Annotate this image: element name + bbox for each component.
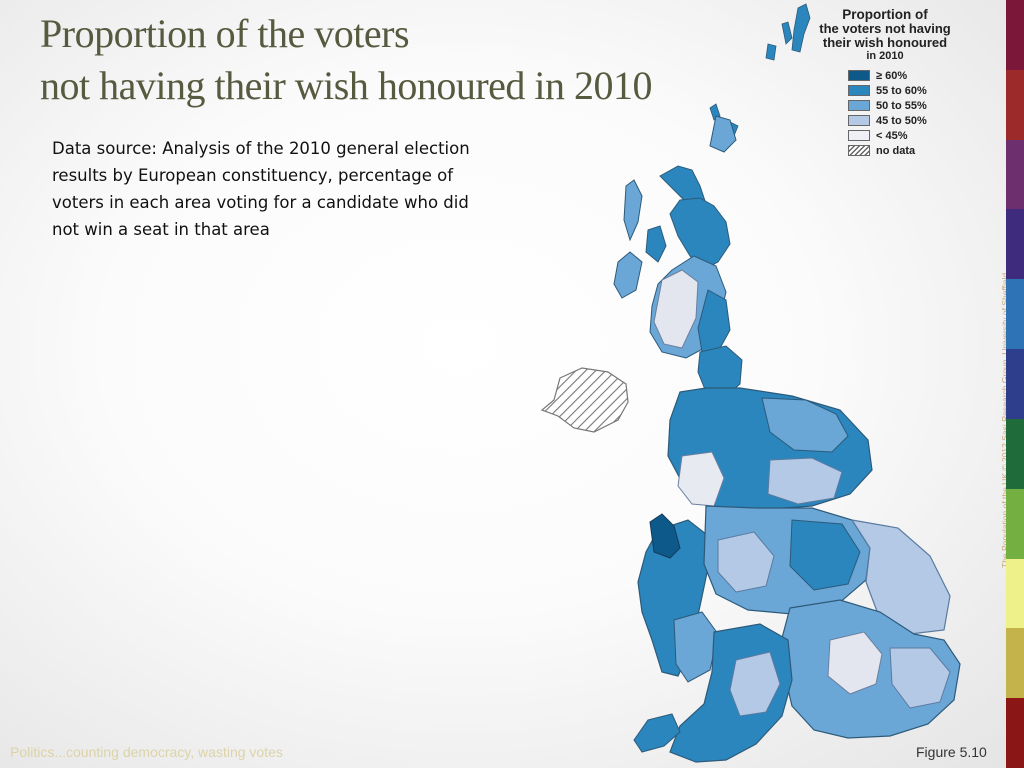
color-stripe <box>1006 0 1024 70</box>
legend-swatch <box>848 130 870 141</box>
legend-swatch <box>848 115 870 126</box>
legend-title-line-4: in 2010 <box>866 50 904 62</box>
legend-item: 45 to 50% <box>848 113 927 128</box>
west-midlands-light <box>717 531 775 593</box>
scotland-north <box>613 115 737 299</box>
legend-title-line-2: the voters not having <box>819 21 951 36</box>
slide-title: Proportion of the voters not having thei… <box>40 8 653 112</box>
legend-item: < 45% <box>848 128 927 143</box>
legend-swatch <box>848 100 870 111</box>
cornwall <box>633 713 681 753</box>
figure-number: Figure 5.10 <box>916 744 987 760</box>
legend-swatch <box>848 145 870 156</box>
uk-cartogram-map <box>540 3 961 763</box>
legend-item: ≥ 60% <box>848 68 927 83</box>
wales-south <box>673 611 719 683</box>
legend-label: 45 to 50% <box>876 114 927 127</box>
legend-swatch <box>848 70 870 81</box>
color-stripe <box>1006 488 1024 559</box>
color-stripe <box>1006 558 1024 629</box>
slide-title-line-1: Proportion of the voters <box>40 11 410 56</box>
color-stripe <box>1006 279 1024 350</box>
london-light <box>827 631 883 695</box>
color-stripe <box>1006 418 1024 489</box>
legend-swatch <box>848 85 870 96</box>
kent-light <box>889 647 951 709</box>
legend-label: 55 to 60% <box>876 84 927 97</box>
color-stripe <box>1006 698 1024 768</box>
legend-title-line-3: their wish honoured <box>822 35 948 50</box>
north-wales-dark <box>649 513 681 559</box>
legend-label: < 45% <box>876 129 908 142</box>
scotland-edinburgh <box>653 269 699 349</box>
yorkshire <box>767 457 843 505</box>
legend-item: no data <box>848 143 927 158</box>
east-midlands <box>789 519 861 591</box>
color-stripe <box>1006 628 1024 699</box>
color-stripe <box>1006 349 1024 419</box>
northern-islands <box>709 3 811 137</box>
legend-label: ≥ 60% <box>876 69 908 82</box>
map-legend: Proportion of the voters not having thei… <box>800 2 980 162</box>
slide-title-line-2: not having their wish honoured in 2010 <box>40 63 653 108</box>
color-band-stripes <box>1006 0 1024 768</box>
legend-items: ≥ 60% 55 to 60% 50 to 55% 45 to 50% < 45… <box>848 68 927 158</box>
legend-title: Proportion of the voters not having thei… <box>800 7 970 62</box>
east-england <box>850 519 951 635</box>
legend-item: 50 to 55% <box>848 98 927 113</box>
legend-label: 50 to 55% <box>876 99 927 112</box>
legend-title-line-1: Proportion of <box>842 7 928 22</box>
south-west-light <box>729 651 781 717</box>
northern-ireland-region <box>540 367 629 433</box>
data-source-description: Data source: Analysis of the 2010 genera… <box>52 139 470 239</box>
color-stripe <box>1006 139 1024 210</box>
north-east <box>761 397 849 453</box>
legend-label: no data <box>876 144 916 157</box>
legend-item: 55 to 60% <box>848 83 927 98</box>
color-stripe <box>1006 69 1024 140</box>
footer-chapter-title: Politics...counting democracy, wasting v… <box>10 744 283 760</box>
color-stripe <box>1006 209 1024 280</box>
